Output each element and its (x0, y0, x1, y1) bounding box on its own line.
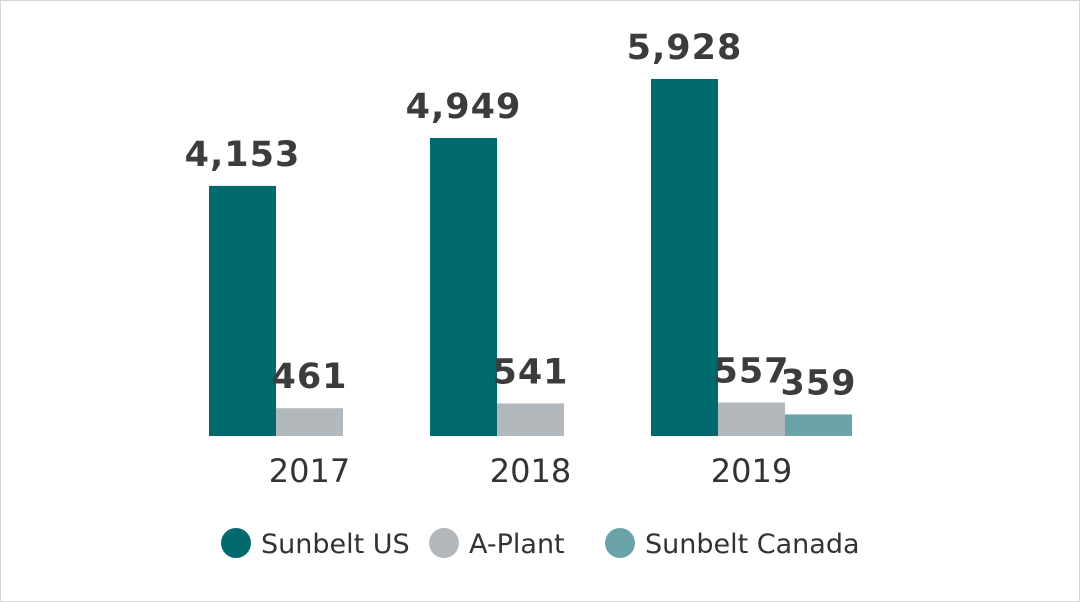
bar-sunbelt-us-2019 (651, 79, 718, 436)
legend-item-sunbelt-canada: Sunbelt Canada (605, 528, 860, 560)
x-tick-label-2017: 2017 (269, 452, 350, 490)
legend-swatch-sunbelt-us (221, 528, 251, 558)
value-label-a-plant-2019: 557 (713, 351, 789, 391)
x-tick-label-2019: 2019 (711, 452, 792, 490)
value-label-a-plant-2018: 541 (492, 352, 568, 392)
bar-sunbelt-us-2017 (209, 185, 276, 436)
bar-sunbelt-canada-2019 (785, 414, 852, 436)
value-label-sunbelt-canada-2019: 359 (780, 363, 856, 403)
x-tick-label-2018: 2018 (490, 452, 571, 490)
value-label-sunbelt-us-2019: 5,928 (627, 28, 743, 68)
legend-label-sunbelt-canada: Sunbelt Canada (645, 529, 860, 560)
legend: Sunbelt US A-Plant Sunbelt Canada (221, 528, 860, 560)
bar-a-plant-2017 (276, 408, 343, 436)
value-label-sunbelt-us-2017: 4,153 (185, 135, 301, 175)
legend-swatch-sunbelt-canada (605, 528, 635, 558)
legend-swatch-a-plant (429, 528, 459, 558)
legend-item-a-plant: A-Plant (429, 528, 565, 560)
legend-label-sunbelt-us: Sunbelt US (261, 529, 410, 560)
x-axis-ticks: 2017 2018 2019 (269, 452, 792, 490)
bar-sunbelt-us-2018 (430, 137, 497, 436)
value-label-sunbelt-us-2018: 4,949 (406, 87, 522, 127)
bar-a-plant-2018 (497, 403, 564, 436)
bar-a-plant-2019 (718, 402, 785, 436)
bars-layer (209, 79, 852, 436)
value-label-a-plant-2017: 461 (271, 357, 347, 397)
legend-label-a-plant: A-Plant (469, 529, 565, 560)
legend-item-sunbelt-us: Sunbelt US (221, 528, 410, 560)
